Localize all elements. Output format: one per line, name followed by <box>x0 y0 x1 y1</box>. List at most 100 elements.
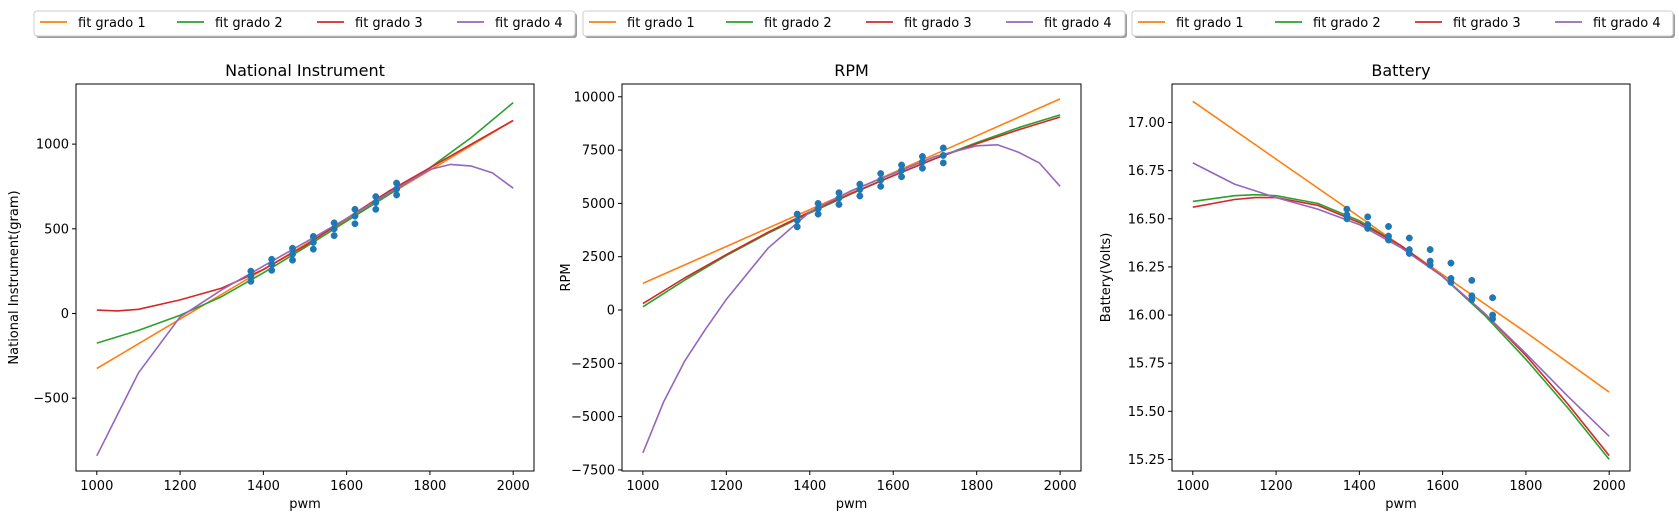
data-point <box>372 205 380 213</box>
data-point <box>918 164 926 172</box>
plot-area <box>1192 100 1610 460</box>
data-point <box>793 223 801 231</box>
data-point <box>330 225 338 233</box>
data-point <box>372 199 380 207</box>
data-point <box>1447 259 1455 267</box>
data-point <box>939 144 947 152</box>
y-tick-label: −500 <box>33 392 69 407</box>
data-point <box>393 179 401 187</box>
plot-area <box>642 98 1061 454</box>
y-tick-label: 16.25 <box>1128 260 1165 275</box>
series-line-3 <box>1192 196 1610 457</box>
legend-entry: fit grado 2 <box>764 16 832 31</box>
data-point <box>1426 257 1434 265</box>
series-line-4 <box>1192 162 1610 437</box>
series-line-3 <box>96 119 514 312</box>
x-tick-label: 1200 <box>710 479 743 494</box>
data-point <box>247 267 255 275</box>
y-tick-label: 17.00 <box>1128 116 1165 131</box>
legend: fit grado 1 fit grado 2 fit grado 3 fit gra… <box>1131 10 1675 38</box>
data-point <box>330 219 338 227</box>
y-tick-label: 5000 <box>582 197 615 212</box>
legend-box <box>33 10 576 37</box>
data-point <box>1343 211 1351 219</box>
data-point <box>1489 311 1497 319</box>
y-tick-label: 15.50 <box>1128 405 1165 420</box>
data-point <box>1405 246 1413 254</box>
legend-entry: fit grado 1 <box>627 16 695 31</box>
data-point <box>1447 275 1455 282</box>
x-tick-label: 1400 <box>793 479 826 494</box>
data-point <box>1364 213 1372 221</box>
data-point <box>856 192 864 200</box>
chart-title: National Instrument <box>225 61 385 80</box>
series-line-1 <box>96 119 514 370</box>
legend-entry: fit grado 4 <box>495 16 563 31</box>
data-point <box>393 191 401 199</box>
legend-box <box>1131 10 1674 37</box>
data-point <box>289 250 296 258</box>
chart-panel-1: 1000 1200 1400 1600 1800 2000 −500 0 500 1000 Nati… <box>7 61 535 512</box>
x-tick-label: 1400 <box>1343 479 1376 494</box>
data-point <box>351 220 359 228</box>
y-axis-label: RPM <box>559 263 574 291</box>
data-point <box>351 212 359 220</box>
chart-panel-3: 1000 1200 1400 1600 1800 2000 15.25 15.50 15.75 1… <box>1099 61 1631 512</box>
legend-entry: fit grado 3 <box>355 16 423 31</box>
series-line-2 <box>96 101 514 344</box>
data-point <box>939 159 947 167</box>
y-tick-label: 16.50 <box>1128 212 1165 227</box>
data-point <box>898 161 906 169</box>
x-tick-label: 1600 <box>330 479 363 494</box>
series-line-2 <box>1192 193 1610 460</box>
data-point <box>1343 205 1351 213</box>
data-point <box>918 153 926 160</box>
data-point <box>393 185 401 193</box>
plot-area <box>96 101 514 457</box>
data-point <box>309 232 317 240</box>
data-point <box>372 193 380 201</box>
legend: fit grado 1 fit grado 2 fit grado 3 fit gra… <box>33 10 577 38</box>
y-axis-label: National Instrument(gram) <box>7 190 22 364</box>
data-point <box>289 244 296 252</box>
legend: fit grado 1 fit grado 2 fit grado 3 fit gra… <box>582 10 1127 38</box>
x-tick-label: 2000 <box>1044 479 1077 494</box>
data-point <box>856 180 864 188</box>
x-tick-label: 1400 <box>247 479 280 494</box>
x-tick-label: 1200 <box>1260 479 1293 494</box>
legend-entry: fit grado 4 <box>1044 16 1112 31</box>
axes-frame <box>1171 83 1631 472</box>
x-axis-label: pwm <box>1385 497 1417 512</box>
data-point <box>835 189 843 197</box>
data-point <box>351 205 359 213</box>
x-tick-label: 1800 <box>413 479 446 494</box>
y-tick-label: 2500 <box>582 250 615 265</box>
data-point <box>1426 246 1434 254</box>
data-point <box>1468 292 1476 300</box>
x-tick-label: 1800 <box>960 479 993 494</box>
data-point <box>309 238 317 246</box>
data-point <box>939 151 947 159</box>
data-point <box>877 182 885 190</box>
y-tick-label: 1000 <box>36 138 69 153</box>
data-point <box>1489 294 1497 302</box>
y-tick-label: −7500 <box>571 463 615 478</box>
series-line-4 <box>642 144 1061 454</box>
series-line-1 <box>1192 100 1610 393</box>
legend-entry: fit grado 3 <box>1453 16 1521 31</box>
axes-frame <box>621 83 1082 472</box>
legend-entry: fit grado 1 <box>78 16 146 31</box>
data-point <box>793 210 801 218</box>
data-point <box>309 245 317 253</box>
data-point <box>1385 223 1392 230</box>
data-point <box>793 217 801 224</box>
y-tick-label: 7500 <box>582 144 615 159</box>
data-point <box>268 255 276 263</box>
x-tick-label: 1200 <box>164 479 197 494</box>
axes-frame <box>75 83 535 472</box>
x-axis-label: pwm <box>289 497 321 512</box>
series-line-2 <box>642 114 1061 308</box>
chart-title: Battery <box>1371 61 1430 80</box>
x-tick-label: 2000 <box>1593 479 1626 494</box>
data-point <box>877 176 885 184</box>
